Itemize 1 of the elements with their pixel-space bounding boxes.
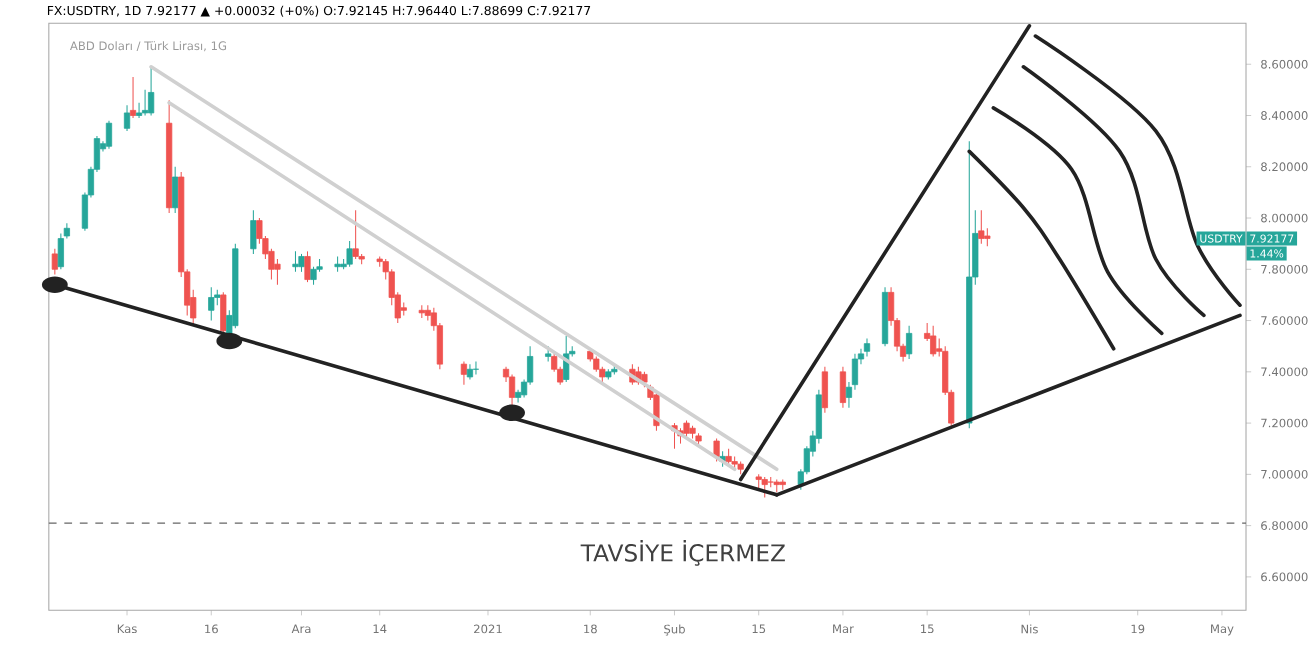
annotation: TAVSİYE İÇERMEZ xyxy=(580,540,785,567)
